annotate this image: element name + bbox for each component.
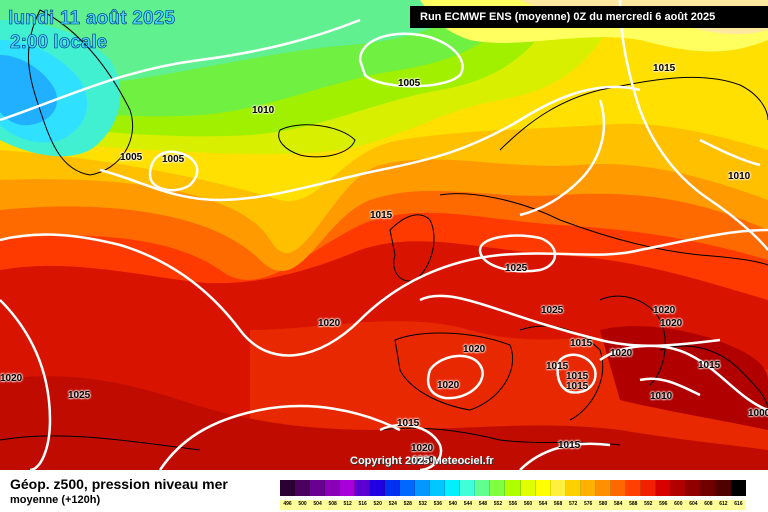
scale-value: 596 <box>655 500 671 510</box>
scale-swatch <box>445 480 461 496</box>
forecast-local-time: 2:00 locale <box>10 32 108 54</box>
isobar-label: 1000 <box>748 408 768 419</box>
scale-swatch <box>370 480 386 496</box>
isobar-label: 1015 <box>558 440 581 451</box>
isobar-label: 1015 <box>546 361 569 372</box>
scale-value: 580 <box>595 500 611 510</box>
scale-swatch <box>550 480 566 496</box>
isobar-label: 1020 <box>411 443 434 454</box>
isobar-label: 1020 <box>610 348 633 359</box>
scale-swatch <box>460 480 476 496</box>
scale-value: 548 <box>475 500 491 510</box>
scale-swatch <box>610 480 626 496</box>
scale-value: 496 <box>280 500 296 510</box>
scale-value: 572 <box>565 500 581 510</box>
scale-value: 528 <box>400 500 416 510</box>
scale-value: 600 <box>670 500 686 510</box>
scale-value: 524 <box>385 500 401 510</box>
scale-swatch <box>385 480 401 496</box>
isobar-label: 1005 <box>162 154 185 165</box>
scale-value: 576 <box>580 500 596 510</box>
scale-value: 536 <box>430 500 446 510</box>
isobar-label: 1025 <box>505 263 528 274</box>
legend-subtitle: moyenne (+120h) <box>10 494 101 506</box>
scale-value: 532 <box>415 500 431 510</box>
isobar-label: 1025 <box>541 305 564 316</box>
scale-value: 520 <box>370 500 386 510</box>
scale-swatch <box>280 480 296 496</box>
scale-value: 552 <box>490 500 506 510</box>
scale-swatch <box>310 480 326 496</box>
scale-value: 516 <box>355 500 371 510</box>
scale-value: 544 <box>460 500 476 510</box>
scale-swatch <box>670 480 686 496</box>
forecast-date: lundi 11 août 2025 <box>8 8 176 30</box>
isobar-label: 1020 <box>412 455 435 466</box>
isobar-label: 1015 <box>566 371 589 382</box>
isobar-label: 1020 <box>660 318 683 329</box>
scale-swatch <box>520 480 536 496</box>
scale-swatch <box>715 480 731 496</box>
scale-value: 588 <box>625 500 641 510</box>
scale-value: 512 <box>340 500 356 510</box>
scale-swatch <box>625 480 641 496</box>
scale-value: 612 <box>715 500 731 510</box>
scale-swatch <box>685 480 701 496</box>
scale-swatch <box>355 480 371 496</box>
isobar-label: 1020 <box>318 318 341 329</box>
scale-swatch <box>415 480 431 496</box>
model-run-banner: Run ECMWF ENS (moyenne) 0Z du mercredi 6… <box>410 6 768 28</box>
scale-swatch <box>655 480 671 496</box>
isobar-label: 1010 <box>728 171 751 182</box>
isobar-label: 1015 <box>698 360 721 371</box>
scale-swatch <box>490 480 506 496</box>
scale-swatch <box>580 480 596 496</box>
isobar-label: 1020 <box>653 305 676 316</box>
scale-swatch <box>535 480 551 496</box>
isobar-label: 1005 <box>398 78 421 89</box>
legend-title: Géop. z500, pression niveau mer <box>10 476 228 492</box>
scale-value: 508 <box>325 500 341 510</box>
isobar-label: 1020 <box>437 380 460 391</box>
color-scale-labels: 496 500 504 508 512 516 520 524 528 532 536 540 544 5… <box>280 500 746 510</box>
scale-value: 540 <box>445 500 461 510</box>
scale-value: 504 <box>310 500 326 510</box>
scale-value: 564 <box>535 500 551 510</box>
scale-value: 584 <box>610 500 626 510</box>
scale-value: 568 <box>550 500 566 510</box>
scale-swatch <box>730 480 746 496</box>
forecast-map: 1005 1005 1005 1010 1015 1015 1010 1025 … <box>0 0 768 470</box>
isobar-label: 1015 <box>370 210 393 221</box>
isobar-label: 1010 <box>252 105 275 116</box>
scale-swatch <box>700 480 716 496</box>
copyright-text: Copyright 2025 Meteociel.fr <box>350 455 494 467</box>
color-scale <box>280 480 746 496</box>
scale-swatch <box>295 480 311 496</box>
isobar-label: 1015 <box>570 338 593 349</box>
isobar-label: 1025 <box>68 390 91 401</box>
scale-swatch <box>430 480 446 496</box>
isobar-label: 1015 <box>653 63 676 74</box>
scale-value: 592 <box>640 500 656 510</box>
scale-value: 604 <box>685 500 701 510</box>
scale-swatch <box>340 480 356 496</box>
isobar-label: 1015 <box>566 381 589 392</box>
scale-swatch <box>595 480 611 496</box>
scale-value: 560 <box>520 500 536 510</box>
scale-swatch <box>325 480 341 496</box>
scale-swatch <box>505 480 521 496</box>
scale-value: 608 <box>700 500 716 510</box>
scale-swatch <box>400 480 416 496</box>
scale-swatch <box>640 480 656 496</box>
isobar-label: 1015 <box>397 418 420 429</box>
isobar-label: 1020 <box>0 373 23 384</box>
isobar-label: 1010 <box>650 391 673 402</box>
scale-value: 500 <box>295 500 311 510</box>
isobar-label: 1005 <box>120 152 143 163</box>
scale-value: 556 <box>505 500 521 510</box>
scale-swatch <box>475 480 491 496</box>
scale-value: 616 <box>730 500 746 510</box>
isobar-label: 1020 <box>463 344 486 355</box>
scale-swatch <box>565 480 581 496</box>
